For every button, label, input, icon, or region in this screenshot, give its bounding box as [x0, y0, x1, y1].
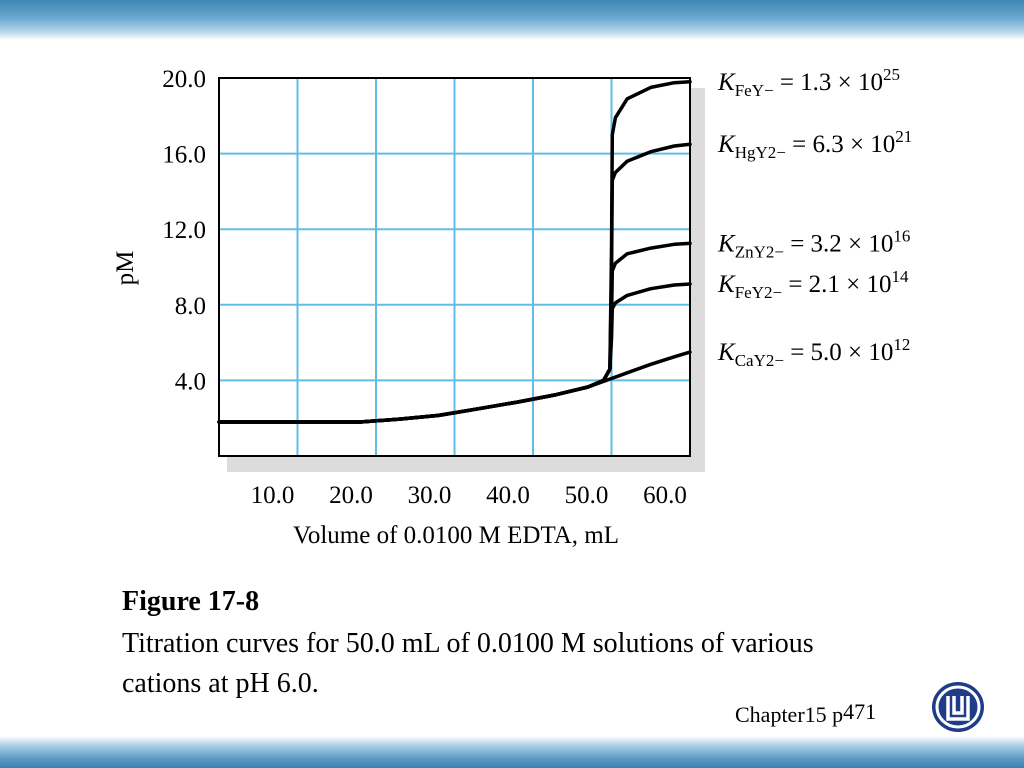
series-label: KCaY2− = 5.0 × 1012 — [717, 335, 910, 370]
series-label: KFeY2− = 2.1 × 1014 — [717, 267, 909, 302]
titration-chart: 4.0 8.0 12.0 16.0 20.0 10.0 20.0 30.0 40.0 50.0 6… — [112, 65, 912, 549]
x-tick-label: 10.0 — [251, 482, 295, 509]
y-tick-label: 4.0 — [175, 368, 206, 395]
series-line-cay2 — [217, 350, 692, 424]
x-axis-label: Volume of 0.0100 M EDTA, mL — [293, 522, 619, 549]
series-label: KZnY2− = 3.2 × 1016 — [717, 226, 910, 261]
page-number: 471 — [843, 699, 877, 724]
x-tick-label: 30.0 — [408, 482, 452, 509]
y-tick-label: 8.0 — [175, 293, 206, 320]
x-tick-label: 50.0 — [565, 482, 609, 509]
series-label: KHgY2− = 6.3 × 1021 — [717, 127, 912, 162]
figure-label: Figure 17-8 — [122, 586, 260, 617]
x-tick-labels: 10.0 20.0 30.0 40.0 50.0 60.0 — [251, 482, 687, 509]
y-axis-label: pM — [112, 251, 139, 286]
plot-frame — [218, 77, 691, 457]
bottom-banner — [0, 736, 1024, 768]
y-tick-label: 20.0 — [162, 66, 206, 93]
curves — [217, 80, 692, 424]
x-tick-label: 40.0 — [486, 482, 530, 509]
series-label: KFeY− = 1.3 × 1025 — [717, 65, 900, 100]
y-tick-label: 12.0 — [162, 217, 206, 244]
university-seal-icon — [932, 682, 984, 732]
x-tick-label: 60.0 — [643, 482, 687, 509]
y-tick-label: 16.0 — [162, 142, 206, 169]
top-banner — [0, 0, 1024, 40]
series-labels: KFeY− = 1.3 × 1025 KHgY2− = 6.3 × 1021 KZn… — [717, 65, 912, 370]
chapter-text: Chapter15 p — [735, 702, 844, 727]
figure-caption: Titration curves for 50.0 mL of 0.0100 M… — [122, 628, 814, 699]
y-tick-labels: 4.0 8.0 12.0 16.0 20.0 — [162, 66, 206, 395]
chapter-page-label: Chapter15 p471 — [735, 699, 877, 728]
x-tick-label: 20.0 — [329, 482, 373, 509]
